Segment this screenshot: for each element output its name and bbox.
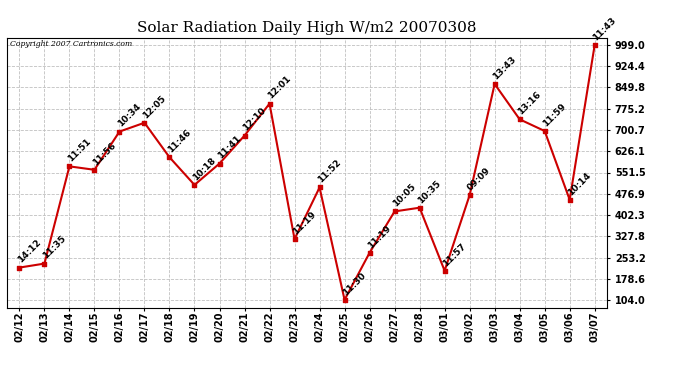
Point (289, 236, 300, 242)
Text: 09:09: 09:09 (466, 166, 493, 192)
Point (339, 297, 350, 303)
Point (364, 250, 375, 256)
Text: 11:30: 11:30 (341, 270, 368, 297)
Text: 11:46: 11:46 (166, 128, 193, 154)
Text: 13:16: 13:16 (516, 90, 542, 117)
Text: 11:19: 11:19 (291, 210, 317, 236)
Point (514, 116, 525, 122)
Point (389, 209, 400, 214)
Text: 11:41: 11:41 (216, 134, 243, 161)
Point (564, 197, 575, 203)
Title: Solar Radiation Daily High W/m2 20070308: Solar Radiation Daily High W/m2 20070308 (137, 21, 477, 35)
Text: 12:05: 12:05 (141, 93, 168, 120)
Text: 13:43: 13:43 (491, 54, 518, 81)
Point (589, 42, 600, 48)
Point (89, 167, 100, 173)
Text: 12:10: 12:10 (241, 106, 268, 133)
Point (114, 129, 125, 135)
Point (139, 120, 150, 126)
Point (39, 261, 50, 267)
Text: 11:59: 11:59 (541, 102, 568, 128)
Text: 11:43: 11:43 (591, 15, 618, 42)
Text: 10:14: 10:14 (566, 170, 593, 197)
Text: 11:51: 11:51 (66, 137, 92, 164)
Point (214, 160, 225, 166)
Text: 11:52: 11:52 (316, 158, 342, 185)
Point (439, 268, 450, 274)
Point (189, 182, 200, 188)
Text: 10:35: 10:35 (416, 178, 442, 205)
Point (164, 154, 175, 160)
Point (239, 133, 250, 139)
Point (64, 164, 75, 170)
Point (464, 192, 475, 198)
Text: 11:56: 11:56 (91, 140, 117, 167)
Text: 11:19: 11:19 (366, 223, 393, 250)
Text: 12:01: 12:01 (266, 74, 293, 101)
Point (264, 100, 275, 106)
Text: 14:12: 14:12 (16, 238, 43, 265)
Point (14, 265, 25, 271)
Text: Copyright 2007 Cartronics.com: Copyright 2007 Cartronics.com (10, 40, 132, 48)
Text: 11:57: 11:57 (441, 241, 468, 268)
Text: 10:34: 10:34 (116, 102, 142, 129)
Point (314, 184, 325, 190)
Point (539, 128, 550, 134)
Point (414, 205, 425, 211)
Text: 10:18: 10:18 (191, 156, 217, 182)
Text: 11:35: 11:35 (41, 234, 68, 261)
Text: 10:05: 10:05 (391, 182, 417, 209)
Point (489, 81, 500, 87)
